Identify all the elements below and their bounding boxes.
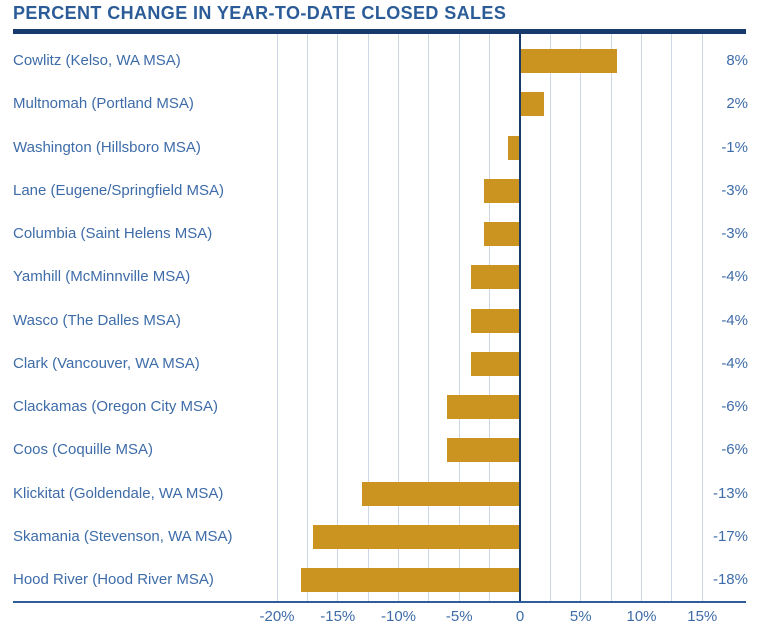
bar: [520, 49, 618, 73]
category-label: Multnomah (Portland MSA): [13, 95, 194, 113]
category-label: Skamania (Stevenson, WA MSA): [13, 527, 233, 545]
bar: [471, 308, 520, 333]
category-label: Columbia (Saint Helens MSA): [13, 225, 213, 242]
gridline: [428, 34, 430, 601]
value-label: -13%: [712, 484, 748, 502]
x-tick-label: 0: [515, 608, 525, 625]
category-label: Clark (Vancouver, WA MSA): [13, 354, 200, 372]
value-label: 2%: [726, 95, 748, 113]
bar: [507, 135, 520, 160]
gridline: [549, 34, 551, 601]
value-label: -1%: [721, 138, 748, 156]
bar: [313, 524, 520, 549]
gridline: [337, 34, 339, 601]
value-label: -18%: [712, 571, 748, 588]
x-tick-label: -15%: [320, 608, 356, 625]
gridline: [276, 34, 278, 601]
gridline: [701, 34, 703, 601]
gridline: [367, 34, 369, 601]
bar: [362, 481, 520, 506]
value-label: -6%: [721, 398, 748, 415]
bar: [447, 395, 520, 419]
category-label: Lane (Eugene/Springfield MSA): [13, 181, 224, 199]
gridline: [641, 34, 642, 601]
category-label: Wasco (The Dalles MSA): [13, 311, 181, 329]
value-label: -4%: [721, 311, 748, 329]
zero-axis-line: [519, 34, 521, 601]
x-tick-label: -20%: [259, 608, 295, 625]
x-tick-label: 5%: [569, 608, 592, 625]
category-label: Coos (Coquille MSA): [13, 441, 154, 459]
category-label: Cowlitz (Kelso, WA MSA): [13, 52, 181, 69]
x-axis-line: [13, 601, 746, 603]
bar: [447, 438, 520, 463]
category-label: Yamhill (McMinnville MSA): [13, 268, 191, 286]
category-label: Washington (Hillsboro MSA): [13, 138, 201, 156]
gridline: [398, 34, 399, 601]
value-label: -17%: [712, 527, 748, 545]
gridline: [610, 34, 612, 601]
value-label: -3%: [721, 181, 748, 199]
gridline: [306, 34, 308, 601]
title-underline: [13, 29, 746, 34]
value-label: 8%: [726, 52, 748, 69]
bar: [483, 222, 520, 246]
value-label: -4%: [721, 268, 748, 286]
bar: [301, 568, 520, 592]
category-label: Clackamas (Oregon City MSA): [13, 398, 219, 415]
value-label: -3%: [721, 225, 748, 242]
category-label: Klickitat (Goldendale, WA MSA): [13, 484, 224, 502]
bar: [520, 92, 545, 117]
x-tick-label: 15%: [687, 608, 718, 625]
x-tick-label: -5%: [445, 608, 473, 625]
value-label: -6%: [721, 441, 748, 459]
value-label: -4%: [721, 354, 748, 372]
gridline: [580, 34, 582, 601]
x-tick-label: -10%: [380, 608, 417, 625]
x-tick-label: 10%: [626, 608, 657, 625]
bar: [471, 351, 520, 376]
page-title: PERCENT CHANGE IN YEAR-TO-DATE CLOSED SA…: [13, 3, 507, 23]
gridline: [671, 34, 673, 601]
gridline: [458, 34, 460, 601]
category-label: Hood River (Hood River MSA): [13, 571, 214, 588]
bar: [483, 178, 520, 203]
bar: [471, 265, 520, 290]
